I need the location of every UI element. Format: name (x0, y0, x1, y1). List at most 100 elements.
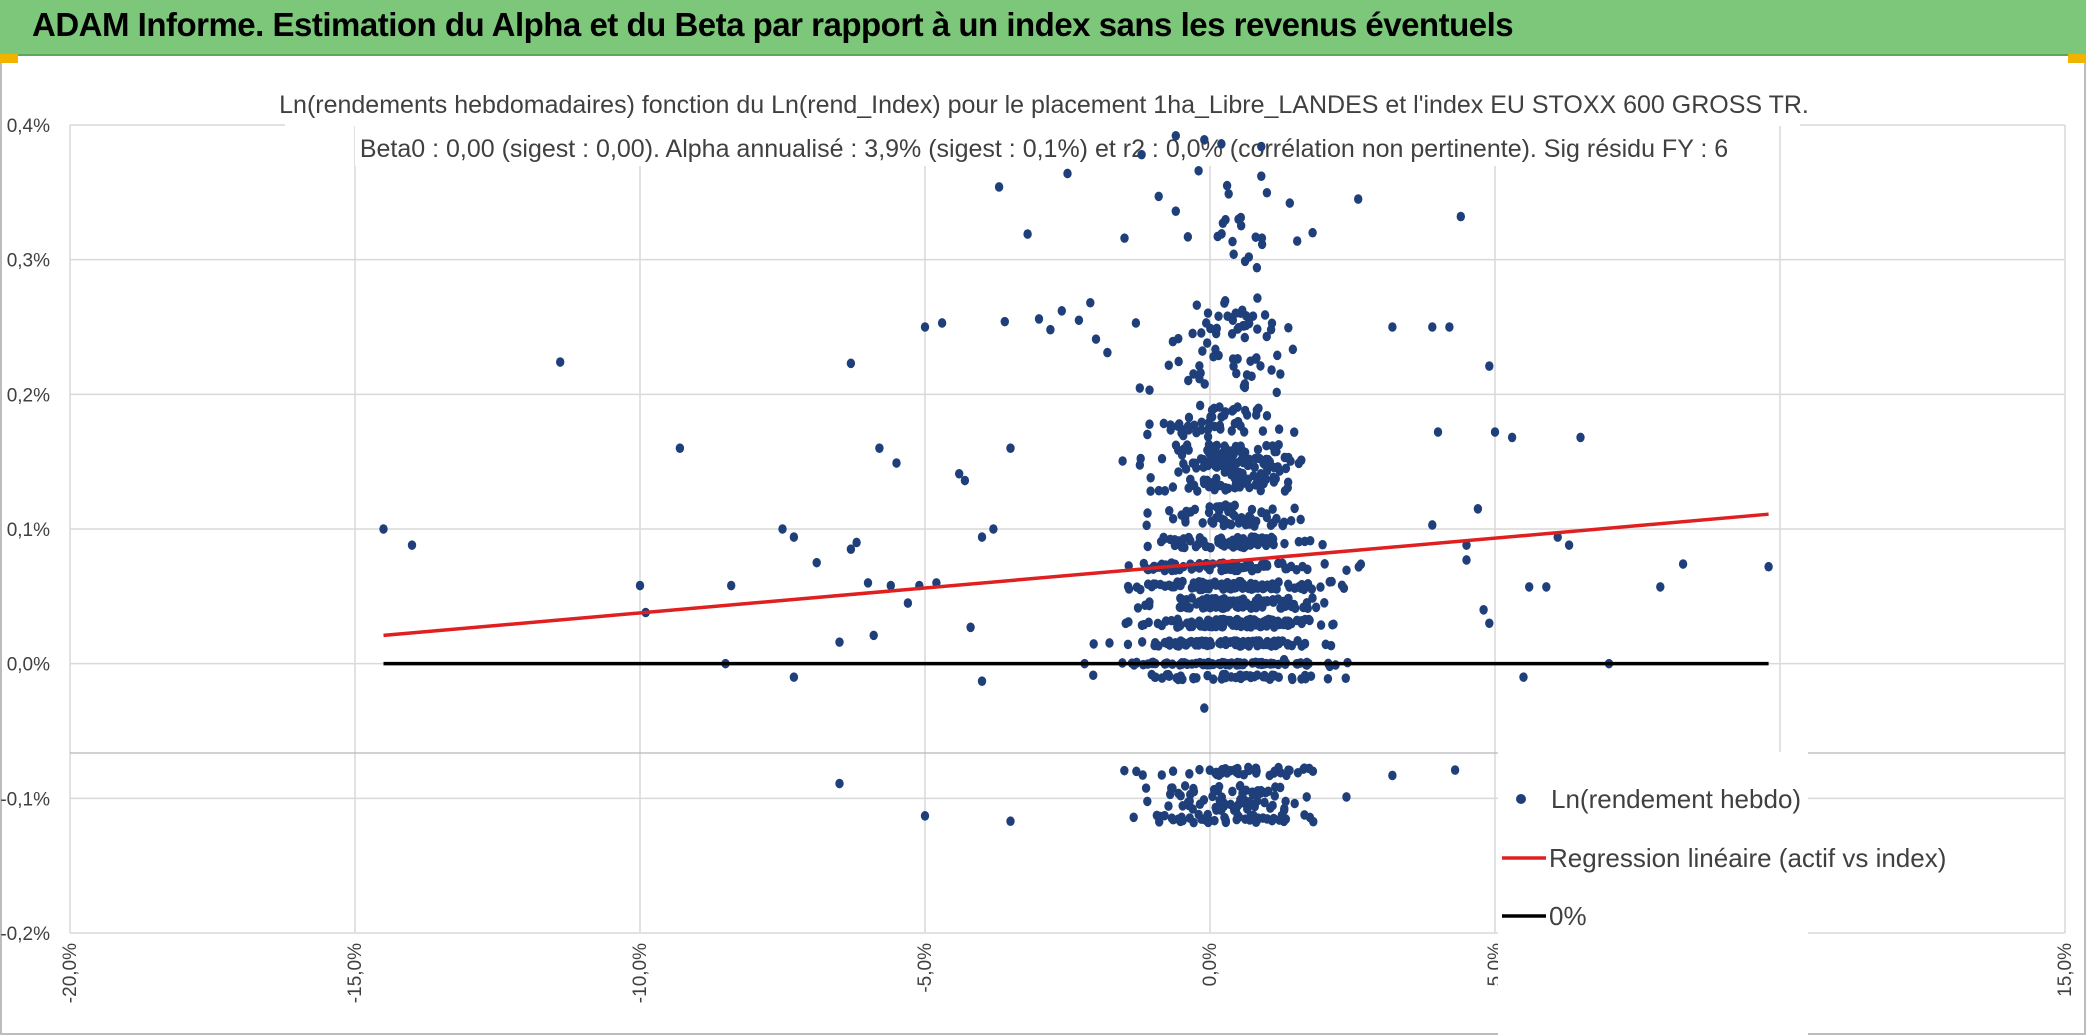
scatter-point (1236, 212, 1246, 223)
scatter-point (1276, 369, 1285, 379)
scatter-point (1228, 786, 1237, 797)
scatter-point (1247, 504, 1257, 515)
scatter-point (1445, 322, 1454, 332)
scatter-point (1320, 559, 1329, 569)
scatter-point (937, 318, 947, 328)
scatter-point (1211, 621, 1221, 632)
scatter-point (1240, 379, 1250, 389)
scatter-point (1240, 332, 1250, 343)
scatter-point (1137, 149, 1146, 160)
scatter-point (1145, 597, 1154, 607)
scatter-point (1195, 764, 1204, 775)
scatter-point (1244, 641, 1254, 651)
scatter-point (1251, 563, 1261, 574)
scatter-point (1326, 640, 1336, 651)
scatter-point (1203, 615, 1213, 626)
scatter-point (1063, 168, 1072, 179)
scatter-point (1168, 482, 1178, 492)
scatter-point (1141, 783, 1151, 793)
scatter-point (1203, 431, 1213, 442)
scatter-point (1241, 320, 1251, 331)
scatter-point (1251, 763, 1260, 774)
scatter-point (1136, 453, 1145, 464)
scatter-point (1242, 370, 1252, 380)
scatter-point (1174, 356, 1183, 367)
scatter-point (1224, 579, 1233, 590)
x-tick-label: 0,0% (1200, 943, 1221, 986)
scatter-point (1189, 673, 1198, 684)
scatter-points (379, 130, 1773, 828)
scatter-chart: Ln(rendements hebdomadaires) fonction du… (0, 86, 2076, 1035)
scatter-point (1507, 432, 1517, 443)
scatter-point (1276, 782, 1285, 793)
scatter-point (1089, 670, 1098, 681)
scatter-point (1327, 576, 1336, 587)
scatter-point (1105, 638, 1114, 648)
scatter-point (1253, 293, 1262, 303)
scatter-point (1479, 605, 1488, 615)
scatter-point (1138, 770, 1147, 780)
scatter-point (1285, 582, 1294, 592)
scatter-point (1268, 504, 1277, 514)
scatter-point (1139, 619, 1149, 630)
scatter-point (1243, 460, 1252, 471)
scatter-point (1281, 616, 1290, 627)
scatter-point (1268, 800, 1277, 811)
scatter-point (1290, 798, 1299, 809)
scatter-point (1265, 770, 1274, 781)
scatter-point (1259, 478, 1268, 489)
scatter-point (1269, 671, 1278, 681)
scatter-point (1185, 603, 1194, 613)
scatter-point (1217, 768, 1227, 778)
scatter-point (1207, 405, 1217, 415)
scatter-point (1262, 187, 1272, 198)
scatter-point (1206, 455, 1215, 466)
scatter-point (1232, 472, 1241, 483)
scatter-point (1146, 486, 1155, 496)
scatter-point (1230, 764, 1240, 775)
x-tick-label: 15,0% (2055, 943, 2076, 997)
scatter-point (1235, 780, 1245, 791)
scatter-point (1198, 597, 1207, 607)
scatter-point (1162, 670, 1171, 680)
scatter-point (989, 524, 998, 534)
scatter-point (1192, 300, 1202, 310)
scatter-point (1181, 517, 1190, 527)
scatter-point (1485, 618, 1494, 629)
scatter-point (1089, 639, 1098, 649)
scatter-point (1251, 816, 1261, 827)
scatter-point (1229, 249, 1238, 260)
scatter-point (1203, 308, 1213, 318)
scatter-point (1177, 594, 1187, 605)
scatter-point (1258, 426, 1268, 436)
y-tick-label: 0,2% (7, 385, 50, 406)
scatter-point (1175, 814, 1184, 825)
scatter-point (1184, 375, 1193, 386)
scatter-point (977, 532, 987, 542)
scatter-point (1199, 795, 1209, 805)
scatter-point (1270, 791, 1279, 801)
scatter-point (1339, 583, 1349, 594)
scatter-point (1266, 520, 1276, 531)
scatter-point (1656, 582, 1665, 592)
scatter-point (1220, 298, 1229, 308)
scatter-point (1272, 639, 1281, 650)
scatter-point (1135, 383, 1144, 393)
scatter-point (1519, 672, 1528, 682)
scatter-point (1564, 540, 1574, 550)
scatter-point (1165, 505, 1174, 516)
scatter-point (1323, 673, 1333, 684)
scatter-point (1273, 594, 1283, 604)
scatter-point (1261, 460, 1270, 470)
scatter-point (1246, 671, 1255, 681)
scatter-point (1286, 515, 1296, 526)
scatter-point (1177, 428, 1186, 438)
scatter-point (1341, 673, 1350, 683)
scatter-point (1137, 637, 1147, 647)
scatter-point (1231, 308, 1240, 318)
scatter-point (1220, 443, 1230, 453)
scatter-point (1178, 801, 1187, 811)
scatter-point (1217, 804, 1226, 815)
scatter-point (1213, 231, 1222, 242)
legend-label-zero: 0% (1549, 901, 1587, 931)
